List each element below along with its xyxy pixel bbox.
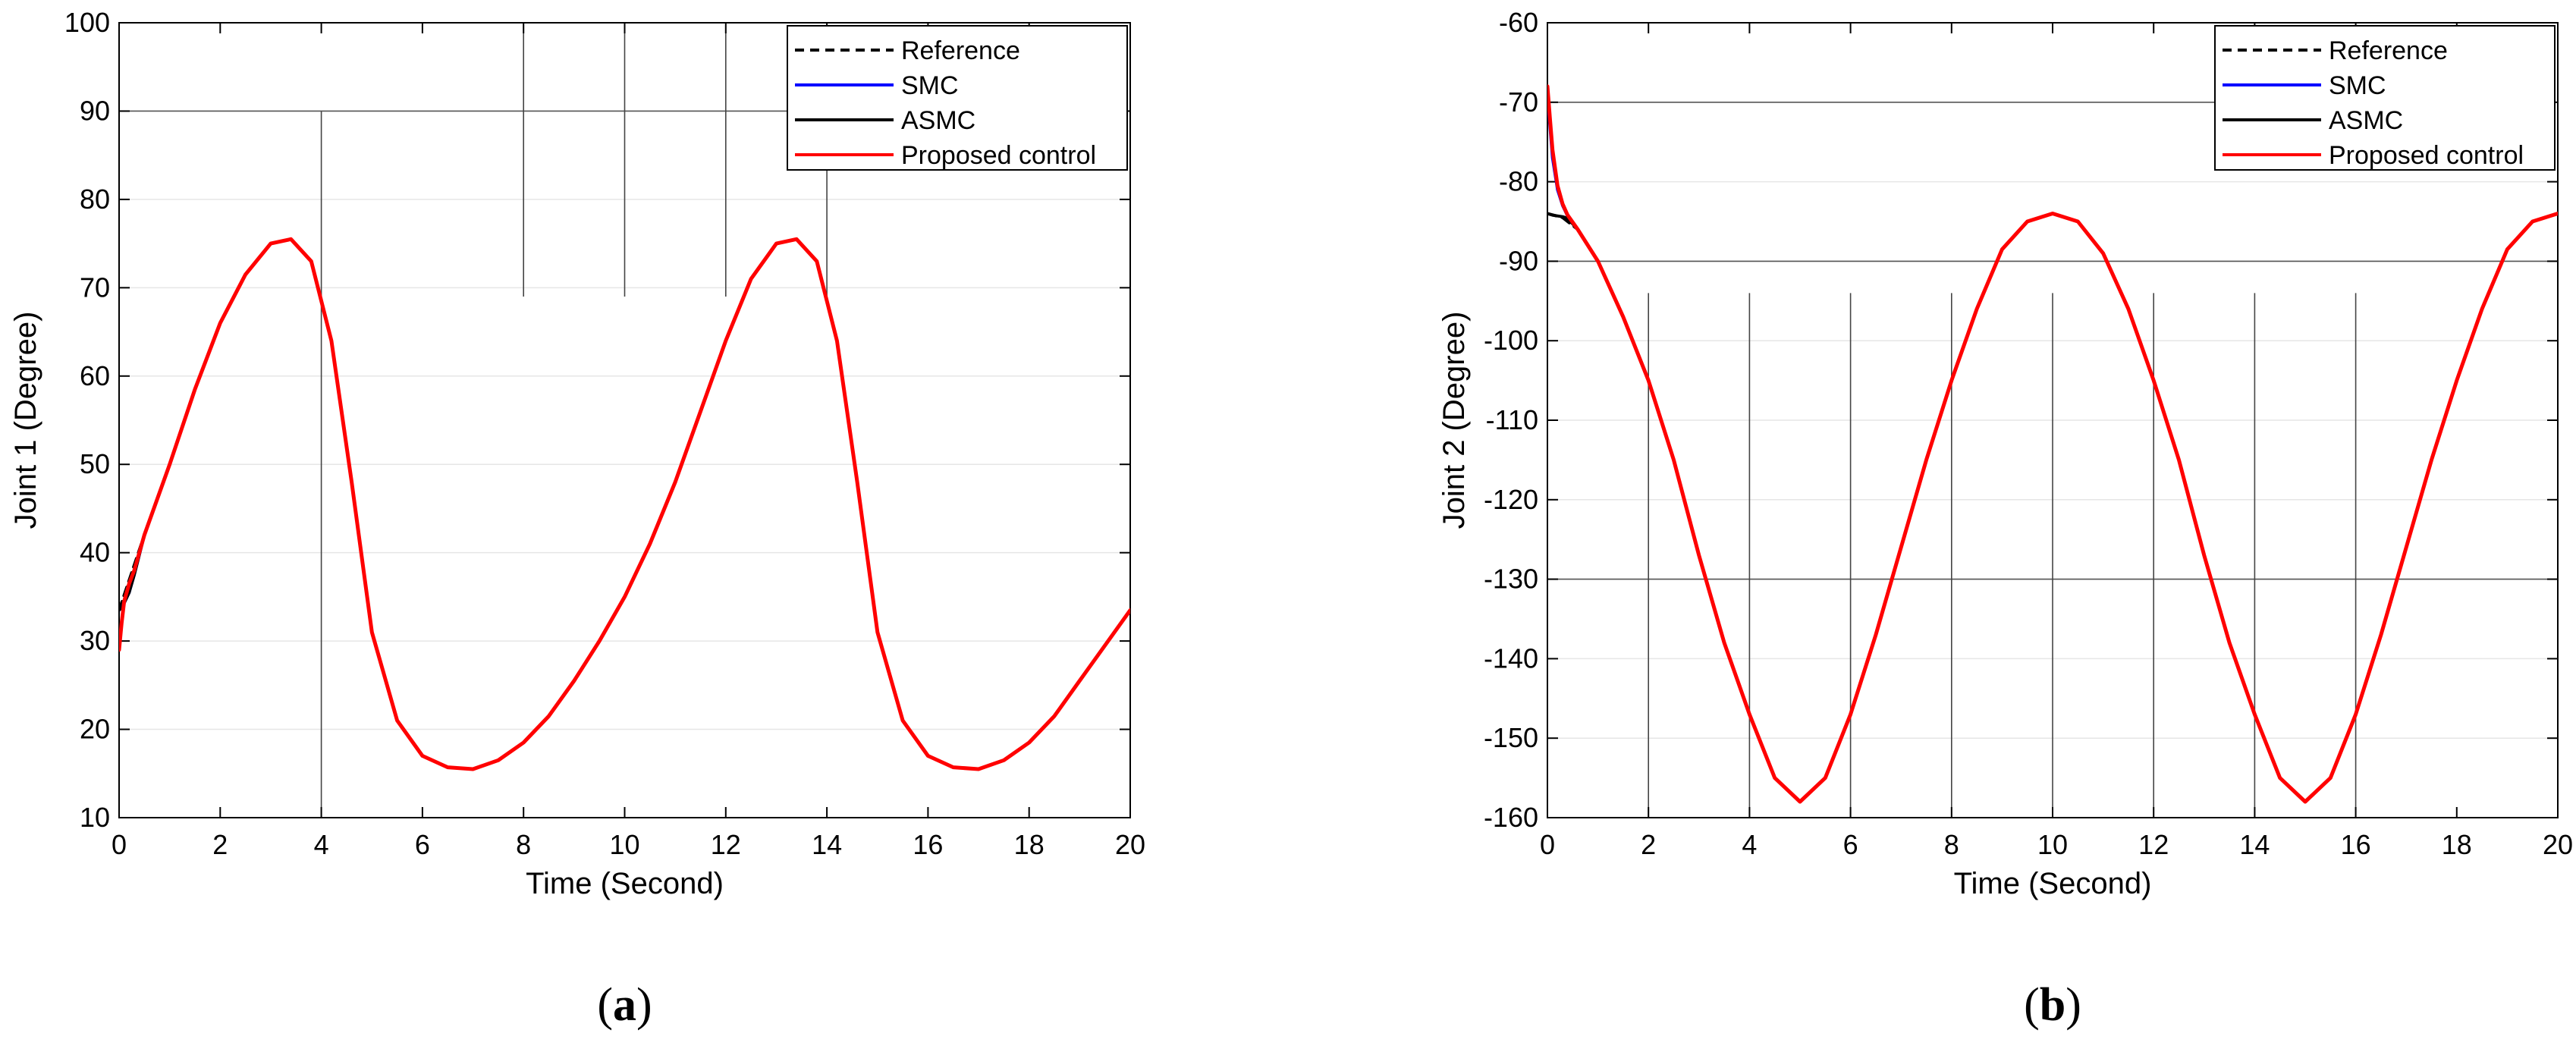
x-tick-label: 6 [415, 829, 430, 860]
y-axis-label: Joint 1 (Degree) [9, 312, 42, 529]
y-tick-label: -90 [1499, 245, 1538, 276]
x-tick-label: 18 [1014, 829, 1045, 860]
x-tick-label: 12 [2138, 829, 2169, 860]
x-tick-label: 20 [2543, 829, 2573, 860]
x-tick-label: 2 [1641, 829, 1656, 860]
x-tick-label: 2 [212, 829, 228, 860]
caption-open-paren: ( [597, 979, 613, 1031]
legend-label: Reference [901, 36, 1020, 65]
legend-label: Reference [2329, 36, 2448, 65]
y-tick-label: -110 [1486, 404, 1538, 435]
legend: Reference SMC ASMC Proposed control [2214, 25, 2556, 171]
caption-label: a [613, 979, 636, 1031]
series-group [119, 237, 1130, 771]
y-tick-label: -100 [1484, 325, 1538, 356]
y-tick-label: -60 [1499, 7, 1538, 38]
x-tick-label: 4 [1742, 829, 1757, 860]
y-tick-label: -150 [1484, 722, 1538, 753]
y-tick-label: 60 [80, 360, 110, 391]
y-tick-label: -80 [1499, 166, 1538, 197]
series-line-proposed-control [119, 237, 1130, 771]
y-tick-label: 40 [80, 537, 110, 568]
chart-a-svg: 0 2 4 6 8 10 12 14 16 18 20 10 20 30 40 50 60 70 80 90 100 Ti… [9, 7, 1145, 1031]
x-axis-label: Time (Second) [526, 867, 724, 900]
legend-label: Proposed control [2329, 141, 2524, 170]
legend-label: ASMC [901, 106, 975, 135]
series-line-smc [119, 237, 1130, 771]
caption-close-paren: ) [636, 979, 652, 1031]
y-tick-label: 70 [80, 272, 110, 303]
panel-caption: (a) [597, 979, 652, 1031]
x-tick-label: 16 [2341, 829, 2371, 860]
series-group [1547, 84, 2558, 804]
y-tick-label: 90 [80, 95, 110, 126]
legend-label: Proposed control [901, 141, 1096, 170]
axes-ticks: 0 2 4 6 8 10 12 14 16 18 20 10 20 30 40 50 60 70 80 90 100 [64, 7, 1145, 860]
x-tick-label: 6 [1843, 829, 1858, 860]
y-tick-label: 100 [64, 7, 110, 38]
caption-label: b [2040, 979, 2066, 1031]
y-tick-label: -70 [1499, 86, 1538, 118]
y-tick-label: -160 [1484, 802, 1538, 833]
x-tick-label: 16 [913, 829, 943, 860]
x-tick-label: 8 [516, 829, 531, 860]
axes-ticks: 0 2 4 6 8 10 12 14 16 18 20 -160 -150 -140 -130 -120 -11… [1484, 7, 2573, 860]
caption-close-paren: ) [2066, 979, 2081, 1031]
legend-label: SMC [901, 71, 959, 100]
x-tick-label: 10 [2037, 829, 2068, 860]
x-tick-label: 0 [1540, 829, 1555, 860]
chart-b-svg: 0 2 4 6 8 10 12 14 16 18 20 -160 -150 -140 -130 -120 -11… [1437, 7, 2573, 1031]
x-tick-label: 14 [812, 829, 842, 860]
x-tick-label: 8 [1944, 829, 1959, 860]
panel-caption: (b) [2024, 979, 2081, 1031]
grid [1547, 102, 2558, 818]
y-tick-label: 30 [80, 625, 110, 656]
legend-label: ASMC [2329, 106, 2403, 135]
x-tick-label: 0 [112, 829, 127, 860]
x-tick-label: 4 [314, 829, 329, 860]
x-axis-label: Time (Second) [1954, 867, 2152, 900]
y-tick-label: 10 [80, 802, 110, 833]
series-line-proposed-control [1547, 84, 2558, 804]
x-tick-label: 12 [711, 829, 741, 860]
series-line-reference [119, 237, 1130, 771]
series-line-asmc [119, 237, 1130, 771]
y-tick-label: -140 [1484, 642, 1538, 674]
chart-panel-a: 0 2 4 6 8 10 12 14 16 18 20 10 20 30 40 50 60 70 80 90 100 Ti… [9, 7, 1145, 1031]
x-tick-label: 14 [2239, 829, 2270, 860]
y-tick-label: -120 [1484, 484, 1538, 515]
x-tick-label: 20 [1115, 829, 1145, 860]
y-tick-label: 50 [80, 448, 110, 479]
y-tick-label: 80 [80, 184, 110, 215]
x-tick-label: 10 [609, 829, 639, 860]
legend: Reference SMC ASMC Proposed control [787, 25, 1128, 171]
x-tick-label: 18 [2442, 829, 2472, 860]
y-tick-label: 20 [80, 714, 110, 745]
caption-open-paren: ( [2024, 979, 2040, 1031]
y-tick-label: -130 [1484, 564, 1538, 595]
legend-label: SMC [2329, 71, 2386, 100]
chart-panel-b: 0 2 4 6 8 10 12 14 16 18 20 -160 -150 -140 -130 -120 -11… [1288, 0, 2576, 1049]
y-axis-label: Joint 2 (Degree) [1437, 312, 1471, 529]
